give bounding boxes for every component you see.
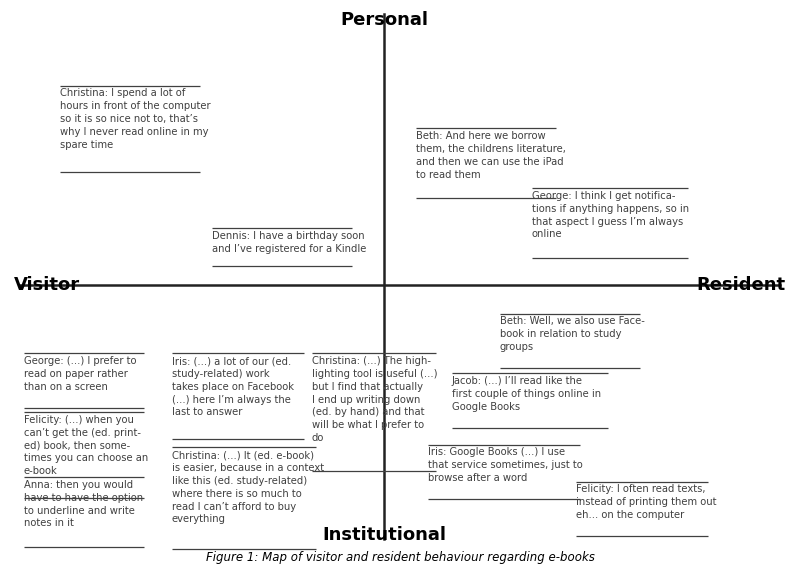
Text: Christina: (...) The high-
lighting tool is useful (...)
but I find that actuall: Christina: (...) The high- lighting tool… [312, 356, 438, 443]
Text: Christina: I spend a lot of
hours in front of the computer
so it is so nice not : Christina: I spend a lot of hours in fro… [60, 88, 210, 149]
Text: Beth: Well, we also use Face-
book in relation to study
groups: Beth: Well, we also use Face- book in re… [500, 316, 645, 352]
Text: Visitor: Visitor [14, 276, 81, 294]
Text: Beth: And here we borrow
them, the childrens literature,
and then we can use the: Beth: And here we borrow them, the child… [416, 131, 566, 180]
Text: Felicity: (...) when you
can’t get the (ed. print-
ed) book, then some-
times yo: Felicity: (...) when you can’t get the (… [24, 415, 148, 476]
Text: Figure 1: Map of visitor and resident behaviour regarding e-books: Figure 1: Map of visitor and resident be… [206, 551, 594, 564]
Text: Institutional: Institutional [322, 526, 446, 544]
Text: Dennis: I have a birthday soon
and I’ve registered for a Kindle: Dennis: I have a birthday soon and I’ve … [212, 231, 366, 254]
Text: Christina: (...) It (ed. e-book)
is easier, because in a context
like this (ed. : Christina: (...) It (ed. e-book) is easi… [172, 450, 324, 524]
Text: Iris: Google Books (...) I use
that service sometimes, just to
browse after a wo: Iris: Google Books (...) I use that serv… [428, 447, 582, 483]
Text: Jacob: (...) I’ll read like the
first couple of things online in
Google Books: Jacob: (...) I’ll read like the first co… [452, 376, 601, 412]
Text: George: I think I get notifica-
tions if anything happens, so in
that aspect I g: George: I think I get notifica- tions if… [532, 191, 689, 239]
Text: Personal: Personal [340, 11, 428, 30]
Text: Felicity: I often read texts,
instead of printing them out
eh... on the computer: Felicity: I often read texts, instead of… [576, 484, 717, 520]
Text: Anna: then you would
have to have the option
to underline and write
notes in it: Anna: then you would have to have the op… [24, 480, 143, 528]
Text: George: (...) I prefer to
read on paper rather
than on a screen: George: (...) I prefer to read on paper … [24, 356, 137, 392]
Text: Resident: Resident [697, 276, 786, 294]
Text: Iris: (...) a lot of our (ed.
study-related) work
takes place on Facebook
(...) : Iris: (...) a lot of our (ed. study-rela… [172, 356, 294, 417]
